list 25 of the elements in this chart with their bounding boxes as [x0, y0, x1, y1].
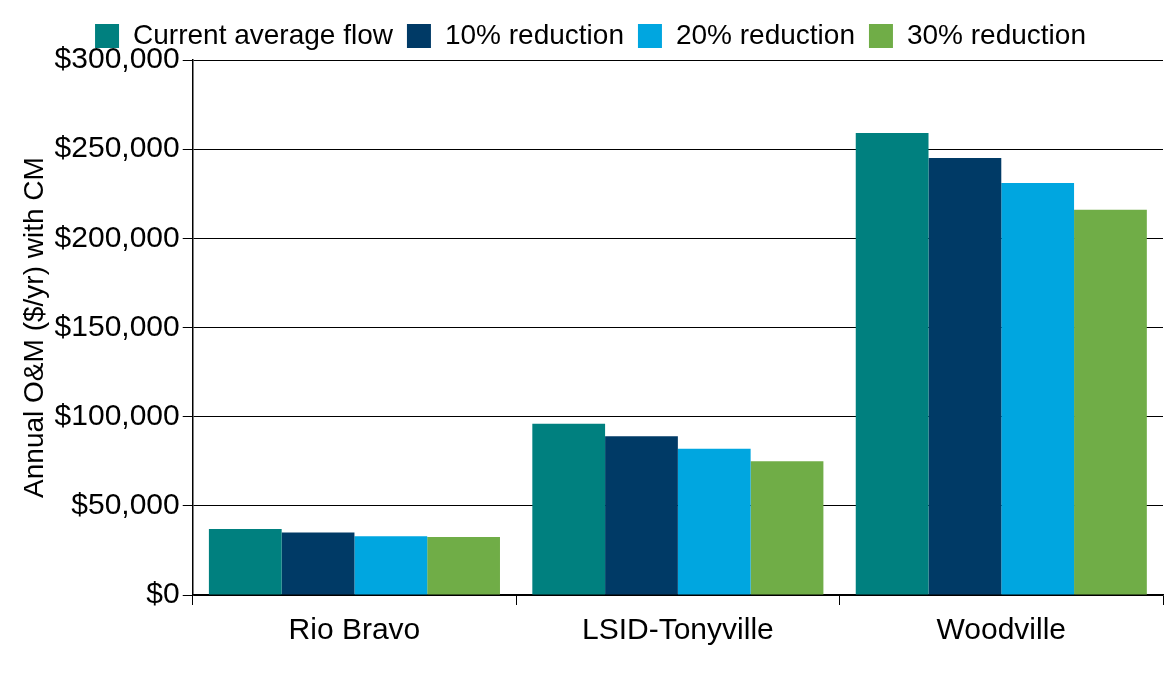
x-tick-label: LSID-Tonyville — [582, 612, 774, 646]
bar — [208, 529, 282, 595]
bar — [354, 536, 428, 595]
x-tick-label: Woodville — [936, 612, 1067, 646]
bar — [1001, 183, 1075, 595]
y-tick-label: $150,000 — [54, 308, 180, 342]
legend-label: 30% reduction — [906, 18, 1086, 50]
y-tick-label: $200,000 — [54, 219, 180, 253]
x-tick-label: Rio Bravo — [288, 612, 421, 646]
bar — [532, 423, 606, 595]
y-tick-label: $50,000 — [71, 487, 180, 521]
bar — [750, 461, 824, 595]
bar — [677, 448, 751, 595]
legend-label: 20% reduction — [675, 18, 855, 50]
legend-label: 10% reduction — [444, 18, 624, 50]
bar — [605, 436, 678, 595]
bar — [1074, 209, 1147, 595]
y-axis-title: Annual O&M ($/yr) with CM — [17, 157, 49, 498]
y-tick-label: $0 — [146, 576, 180, 610]
y-tick-label: $250,000 — [54, 130, 180, 164]
bar — [928, 158, 1002, 595]
y-tick-label: $100,000 — [54, 397, 180, 431]
bar — [281, 532, 355, 595]
bar — [427, 537, 500, 595]
bar — [855, 133, 929, 595]
